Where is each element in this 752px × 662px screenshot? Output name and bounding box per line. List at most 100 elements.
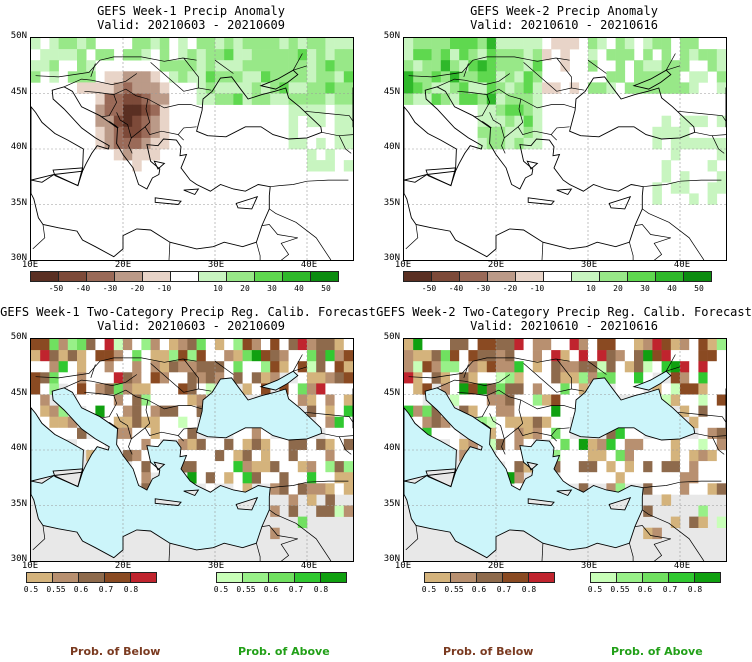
grid-cell	[270, 350, 280, 362]
grid-cell	[113, 361, 124, 373]
grid-cell	[551, 438, 561, 451]
grid-cell	[141, 361, 151, 373]
grid-cell	[343, 472, 353, 484]
grid-cell	[652, 461, 662, 473]
grid-cell	[615, 461, 626, 473]
grid-cell	[652, 71, 662, 83]
grid-cell	[707, 394, 718, 406]
colorbar-above-week2	[590, 572, 721, 583]
grid-cell	[661, 71, 672, 83]
lat-label: 40N	[383, 443, 400, 453]
grid-cell	[514, 472, 524, 484]
grid-cell	[413, 383, 423, 395]
grid-cell	[560, 450, 570, 462]
colorbar-tick-label: 50	[321, 284, 331, 293]
grid-cell	[113, 104, 124, 116]
grid-cell	[514, 137, 524, 150]
grid-cell	[459, 438, 469, 451]
grid-cell	[242, 60, 253, 72]
grid-cell	[588, 38, 598, 50]
panel-valid-week2-category: Valid: 20210610 - 20210616	[470, 319, 658, 333]
grid-cell	[661, 438, 672, 451]
grid-cell	[113, 115, 124, 128]
country-borders	[405, 354, 726, 561]
grid-cell	[505, 405, 515, 417]
island	[609, 497, 631, 510]
grid-cell	[307, 438, 317, 451]
sea-region	[569, 377, 695, 440]
grid-cell	[95, 126, 105, 139]
grid-cell	[404, 93, 414, 105]
grid-cell	[132, 93, 142, 105]
grid-cell	[316, 394, 326, 406]
grid-cell	[551, 38, 561, 50]
grid-cell	[459, 71, 469, 83]
grid-cell	[459, 372, 469, 384]
grid-cell	[132, 394, 142, 406]
grid-cell	[707, 372, 718, 384]
grid-cell	[316, 115, 326, 128]
grid-cell	[707, 461, 718, 473]
grid-cell	[224, 361, 234, 373]
grid-cell	[440, 383, 451, 395]
grid-cell	[689, 38, 699, 50]
grid-cell	[95, 115, 105, 128]
grid-cell	[652, 472, 662, 484]
colorbar-tick-label: -10	[156, 284, 172, 293]
grid-cell	[450, 38, 460, 50]
colorbar-swatch	[26, 572, 53, 583]
colorbar-swatch	[142, 271, 171, 282]
lon-label: 10E	[394, 260, 412, 270]
grid-cell	[698, 416, 708, 429]
grid-cell	[532, 350, 543, 362]
grid-cell	[343, 383, 353, 395]
grid-cell	[459, 49, 469, 61]
grid-cell	[680, 361, 690, 373]
grid-cell	[159, 394, 170, 406]
colorbar-tick-label: 0.55	[610, 585, 630, 594]
grid-cell	[450, 383, 460, 395]
grid-cell	[169, 71, 179, 83]
grid-cell	[123, 427, 133, 440]
panel-valid-week1-anomaly: Valid: 20210603 - 20210609	[97, 18, 285, 32]
grid-cell	[422, 350, 432, 362]
grid-cell	[486, 339, 497, 351]
coastlines	[404, 370, 726, 559]
grid-cell	[689, 461, 699, 473]
grid-cell	[279, 49, 289, 61]
grid-cell	[224, 450, 234, 462]
colorbar-tick-label: 0.55	[46, 585, 66, 594]
grid-cell	[325, 427, 335, 440]
grid-cell	[307, 160, 317, 172]
grid-cell	[104, 372, 115, 384]
grid-cell	[496, 361, 506, 373]
grid-cell	[297, 60, 308, 72]
grid-cell	[624, 472, 635, 484]
grid-cell	[532, 405, 543, 417]
grid-cell	[652, 350, 662, 362]
grid-cell	[588, 438, 598, 451]
grid-cell	[150, 339, 161, 351]
grid-cell	[178, 361, 188, 373]
grid-cell	[689, 405, 699, 417]
grid-cell	[422, 93, 432, 105]
grid-cell	[680, 438, 690, 451]
grid-cell	[634, 339, 644, 351]
grid-cell	[49, 405, 59, 417]
grid-cell	[242, 483, 253, 495]
grid-cell	[643, 361, 653, 373]
grid-cell	[431, 49, 442, 61]
grid-cell	[187, 461, 197, 473]
grid-cell	[459, 350, 469, 362]
grid-cell	[325, 416, 335, 429]
grid-cell	[58, 427, 69, 440]
grid-cell	[279, 472, 289, 484]
grid-cell	[150, 405, 161, 417]
grid-cell	[334, 71, 345, 83]
grid-cell	[113, 416, 124, 429]
grid-cell	[132, 438, 142, 451]
grid-cell	[404, 38, 414, 50]
sea-region	[196, 377, 322, 440]
grid-cell	[468, 394, 478, 406]
grid-cell	[606, 427, 616, 440]
